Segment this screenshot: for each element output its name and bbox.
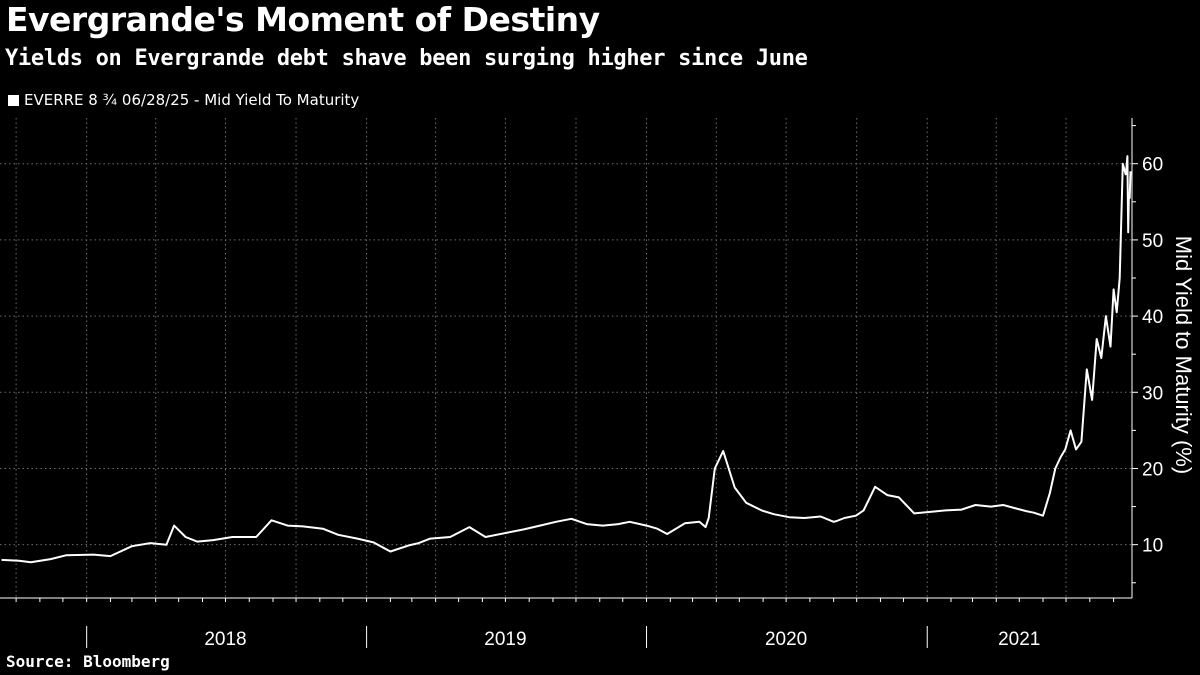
source-note: Source: Bloomberg xyxy=(6,652,170,671)
x-year-label: 2019 xyxy=(484,629,526,650)
y-tick-label: 10 xyxy=(1142,536,1163,557)
x-year-label: 2021 xyxy=(998,629,1040,650)
chart-title: Evergrande's Moment of Destiny xyxy=(6,0,600,39)
yield-line-recent xyxy=(1124,155,1132,234)
chart-legend: EVERRE 8 ¾ 06/28/25 - Mid Yield To Matur… xyxy=(8,91,359,109)
y-axis-label: Mid Yield to Maturity (%) xyxy=(1171,236,1196,474)
y-tick-label: 20 xyxy=(1142,459,1163,480)
y-tick-label: 30 xyxy=(1142,383,1163,404)
x-year-label: 2020 xyxy=(765,629,807,650)
y-tick-label: 50 xyxy=(1142,231,1163,252)
yield-line xyxy=(1,162,1127,564)
legend-swatch xyxy=(8,94,19,106)
legend-label: EVERRE 8 ¾ 06/28/25 - Mid Yield To Matur… xyxy=(24,91,360,109)
y-tick-label: 40 xyxy=(1142,307,1163,328)
x-year-label: 2018 xyxy=(204,629,246,650)
y-tick-label: 60 xyxy=(1142,155,1163,176)
chart-subtitle: Yields on Evergrande debt shave been sur… xyxy=(5,46,808,71)
